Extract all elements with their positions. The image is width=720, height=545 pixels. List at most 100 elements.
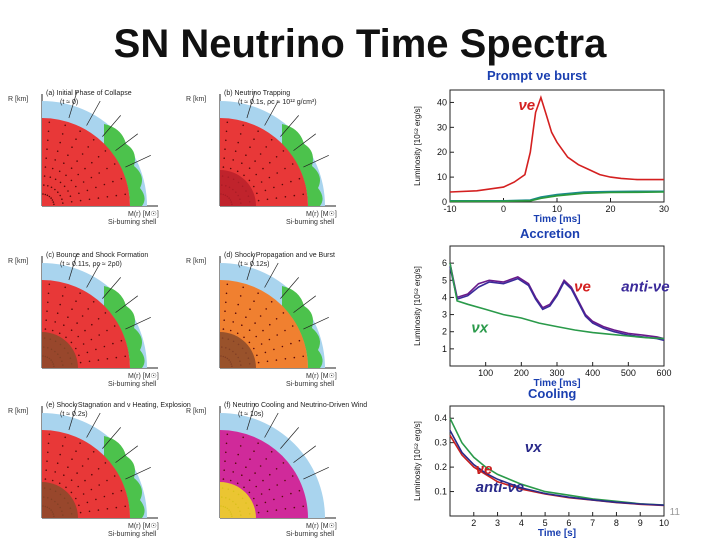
- neutrino-arrow: [293, 295, 317, 313]
- core-dot: [92, 451, 95, 453]
- core-dot: [103, 183, 106, 186]
- collapse-panel-graphic: [219, 253, 336, 369]
- core-dot: [59, 194, 61, 197]
- core-dot: [255, 173, 257, 176]
- core-dot: [75, 497, 77, 500]
- core-dot: [90, 176, 93, 179]
- core-dot: [124, 505, 126, 508]
- core-dot: [257, 292, 259, 294]
- y-tick-label: 6: [442, 258, 447, 268]
- core-dot: [48, 195, 51, 198]
- collapse-panel: (e) Shock Stagnation and ν Heating, Expl…: [8, 400, 191, 540]
- core-dot: [268, 488, 271, 491]
- core-dot: [75, 138, 77, 140]
- y-tick-label: 0.2: [434, 462, 447, 472]
- core-dot: [298, 489, 301, 492]
- core-dot: [95, 348, 97, 351]
- core-dot: [63, 324, 65, 326]
- core-dot: [78, 354, 80, 357]
- core-dot: [257, 361, 260, 364]
- x-tick-label: 4: [519, 518, 524, 528]
- core-dot: [51, 167, 54, 170]
- core-dot: [222, 328, 225, 330]
- core-dot: [256, 192, 258, 195]
- y-tick-label: 0.3: [434, 438, 447, 448]
- collapse-panel-caption: (c) Bounce and Shock Formation: [46, 252, 149, 259]
- core-dot: [63, 162, 65, 164]
- core-dot: [65, 174, 67, 177]
- core-dot: [59, 181, 62, 184]
- collapse-panel-shell-label: Si-burning shell: [286, 381, 335, 388]
- neutrino-arrow: [86, 412, 101, 438]
- core-dot: [70, 491, 73, 494]
- series-annotation: νe: [476, 461, 493, 478]
- core-dot: [50, 197, 52, 199]
- core-dot: [65, 486, 67, 489]
- collapse-panel-caption: (d) Shock Propagation and νe Burst: [224, 252, 335, 259]
- core-dot: [254, 322, 256, 324]
- inner-core: [220, 170, 256, 206]
- core-dot: [86, 351, 89, 354]
- y-tick-label: 0.1: [434, 487, 447, 497]
- core-dot: [262, 479, 264, 482]
- inner-core: [220, 482, 256, 518]
- neutrino-arrow: [115, 445, 139, 463]
- core-dot: [269, 323, 271, 326]
- x-axis-label: Time [s]: [538, 528, 576, 538]
- core-dot: [92, 301, 95, 303]
- core-dot: [223, 469, 225, 471]
- core-dot: [61, 445, 64, 447]
- core-dot: [46, 148, 48, 150]
- neutrino-arrow: [303, 316, 329, 330]
- core-dot: [115, 194, 118, 197]
- core-dot: [284, 479, 286, 482]
- core-dot: [45, 469, 47, 471]
- core-dot: [63, 185, 66, 188]
- inner-core: [42, 332, 78, 368]
- core-dot: [124, 193, 126, 196]
- core-dot: [54, 471, 56, 473]
- core-dot: [224, 310, 226, 312]
- collapse-panel-radius-label: R [km]: [186, 96, 207, 103]
- core-dot: [243, 336, 245, 339]
- core-dot: [54, 178, 57, 181]
- core-dot: [47, 301, 49, 304]
- core-dot: [282, 462, 285, 464]
- core-dot: [103, 345, 106, 348]
- core-dot: [290, 492, 292, 495]
- core-dot: [239, 133, 242, 135]
- core-dot: [226, 283, 229, 286]
- core-dot: [242, 436, 244, 439]
- core-dot: [106, 196, 109, 198]
- core-dot: [259, 153, 262, 155]
- neutrino-arrow: [246, 253, 256, 281]
- core-dot: [264, 501, 267, 504]
- core-dot: [115, 506, 118, 509]
- core-dot: [106, 167, 108, 170]
- core-dot: [98, 484, 100, 486]
- core-dot: [284, 508, 287, 510]
- core-dot: [270, 139, 273, 141]
- core-dot: [229, 167, 232, 170]
- si-burning-shell: [104, 286, 145, 368]
- core-dot: [124, 355, 126, 358]
- core-dot: [268, 176, 271, 179]
- neutrino-arrow: [125, 154, 151, 168]
- core-dot: [264, 189, 267, 192]
- core-dot: [253, 138, 255, 140]
- core-dot: [293, 356, 296, 359]
- si-burning-shell: [104, 436, 145, 518]
- core-dot: [49, 176, 52, 178]
- core-dot: [43, 175, 46, 177]
- series-line-antie: [450, 191, 665, 203]
- core-dot: [54, 188, 56, 191]
- neutrino-arrow: [68, 403, 78, 431]
- core-dot: [237, 141, 239, 144]
- core-dot: [275, 197, 278, 199]
- y-tick-label: 40: [437, 97, 447, 107]
- core-dot: [70, 167, 73, 169]
- core-dot: [236, 332, 239, 335]
- x-tick-label: 10: [659, 518, 669, 528]
- core-dot: [234, 462, 237, 464]
- core-dot: [79, 361, 82, 364]
